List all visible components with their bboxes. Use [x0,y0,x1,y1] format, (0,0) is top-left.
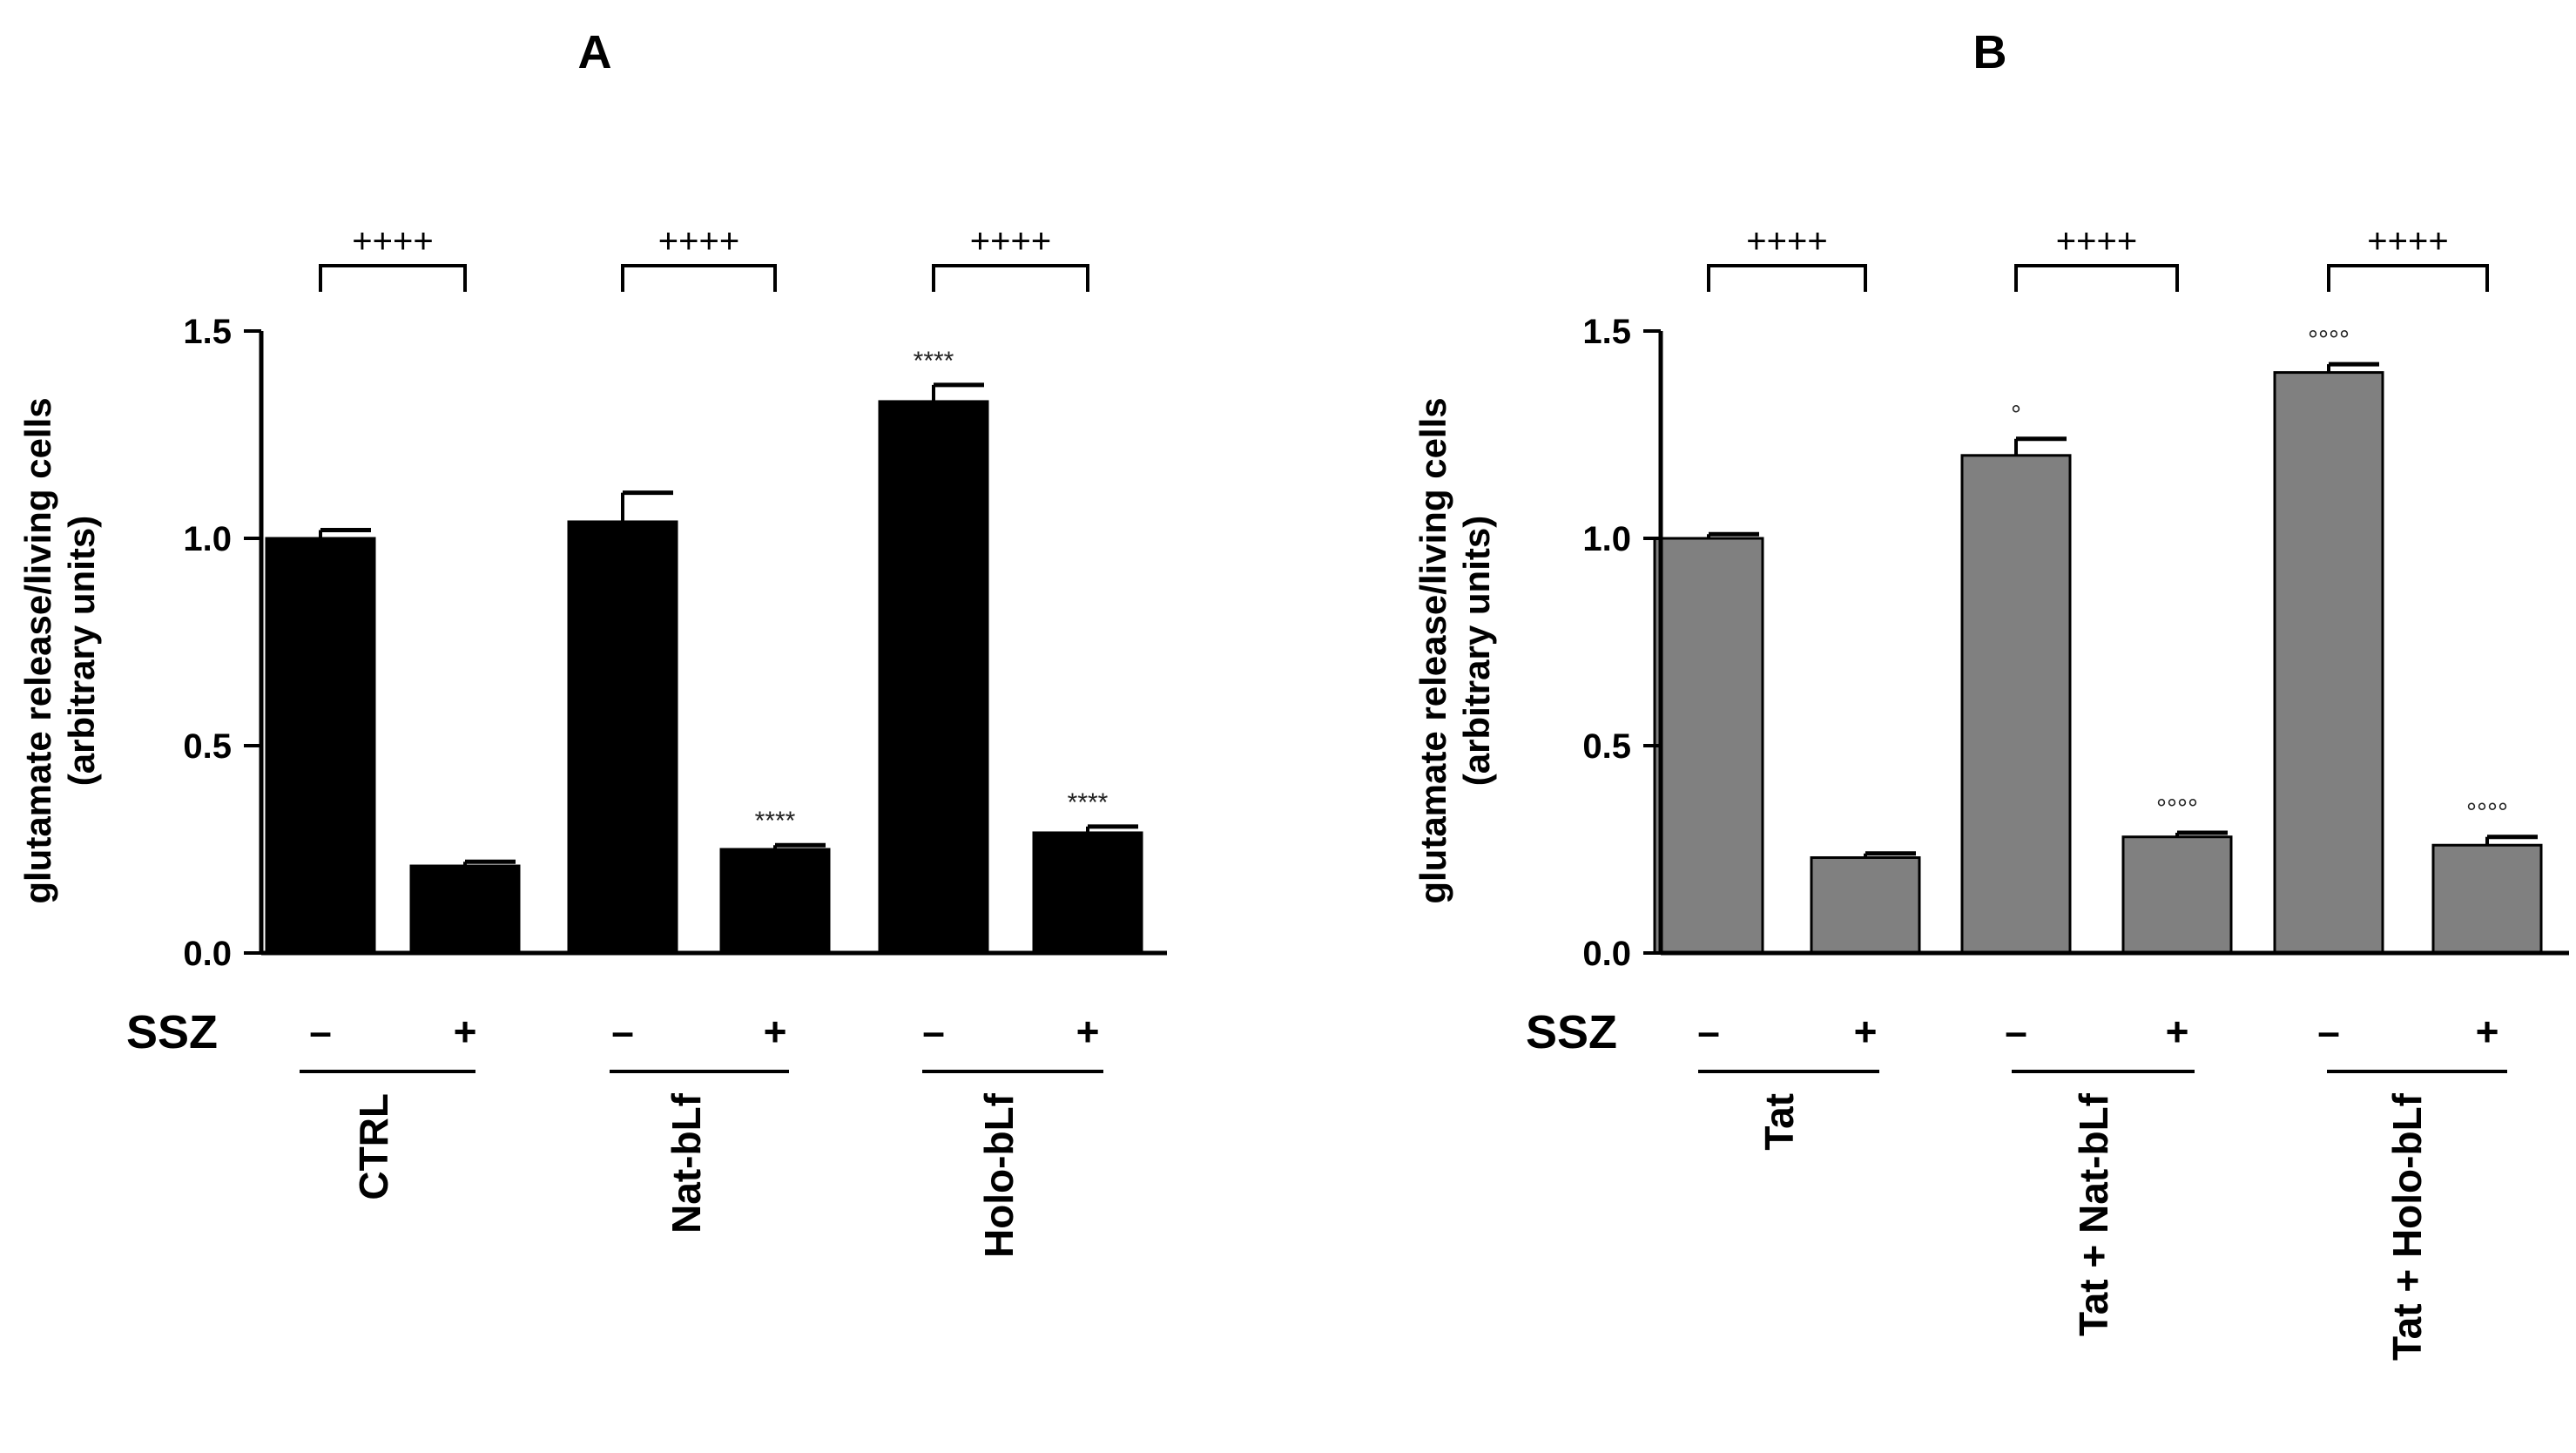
ssz-sign: – [309,1009,332,1054]
significance-bracket [621,264,777,292]
y-axis-label-line2: (arbitrary units) [1456,516,1497,786]
bar-annotation: °°°° [2156,794,2198,823]
group-label-wrap: Nat-bLf [664,1092,709,1233]
y-axis-label-line1: glutamate release/living cells [17,397,58,903]
significance-bracket [1707,264,1867,292]
ssz-sign: + [1076,1009,1100,1054]
significance-label: ++++ [352,222,433,260]
y-axis-label-line2: (arbitrary units) [61,516,102,786]
bar [265,537,376,955]
y-tick-label: 0.5 [1582,727,1631,766]
bar [878,400,989,955]
ssz-sign: – [611,1009,634,1054]
bar [1653,537,1764,955]
y-tick-label: 1.5 [1582,313,1631,351]
group-label-wrap: Tat + Nat-bLf [2071,1092,2116,1336]
y-tick-label: 1.5 [183,313,232,351]
bar [1810,856,1921,955]
bar [2121,835,2233,955]
bar [409,864,521,955]
panel-label: A [578,26,612,78]
y-tick-label: 1.0 [183,520,232,558]
y-tick-label: 0.5 [183,727,232,766]
group-label-wrap: Tat [1757,1093,1802,1151]
significance-label: ++++ [2056,222,2137,260]
bar [2273,371,2384,955]
significance-label: ++++ [1746,222,1827,260]
bar-annotation: °°°° [2466,799,2508,828]
significance-bracket [319,264,467,292]
bar-annotation: **** [914,347,954,375]
significance-bracket [2327,264,2489,292]
significance-label: ++++ [2367,222,2448,260]
bar [1960,454,2072,955]
y-axis-label: glutamate release/living cells (arbitrary… [17,397,102,903]
group-label: Nat-bLf [664,1092,709,1233]
ssz-sign: – [2005,1009,2027,1054]
bar-annotation: **** [755,807,796,835]
panel-label: B [1973,26,2007,78]
ssz-label: SSZ [126,1006,218,1058]
ssz-sign: – [922,1009,945,1054]
bar [567,520,678,955]
significance-label: ++++ [658,222,739,260]
group-label-wrap: CTRL [351,1093,396,1200]
bar [2431,843,2543,955]
group-label-wrap: Holo-bLf [976,1092,1022,1258]
group-label: Holo-bLf [976,1092,1022,1258]
bar-annotation: **** [1068,788,1109,817]
ssz-sign: + [454,1009,477,1054]
bar [1032,831,1143,955]
group-label: Tat + Holo-bLf [2384,1092,2430,1361]
group-label: CTRL [351,1093,396,1200]
y-axis-label: glutamate release/living cells (arbitrary… [1413,397,1497,903]
bar [719,848,831,955]
significance-label: ++++ [970,222,1051,260]
ssz-sign: + [2166,1009,2189,1054]
y-tick-label: 0.0 [1582,935,1631,973]
y-axis-label-line1: glutamate release/living cells [1413,397,1453,903]
ssz-sign: – [1697,1009,1720,1054]
ssz-sign: + [1854,1009,1878,1054]
ssz-sign: + [764,1009,787,1054]
ssz-sign: + [2476,1009,2499,1054]
y-tick-label: 0.0 [183,935,232,973]
group-label: Tat [1757,1093,1802,1151]
bar-annotation: °°°° [2308,326,2350,355]
group-label-wrap: Tat + Holo-bLf [2384,1092,2430,1361]
significance-bracket [932,264,1089,292]
bar-annotation: ° [2011,401,2021,429]
ssz-label: SSZ [1526,1006,1617,1058]
y-tick-label: 1.0 [1582,520,1631,558]
group-label: Tat + Nat-bLf [2071,1092,2116,1336]
ssz-sign: – [2317,1009,2340,1054]
significance-bracket [2014,264,2179,292]
